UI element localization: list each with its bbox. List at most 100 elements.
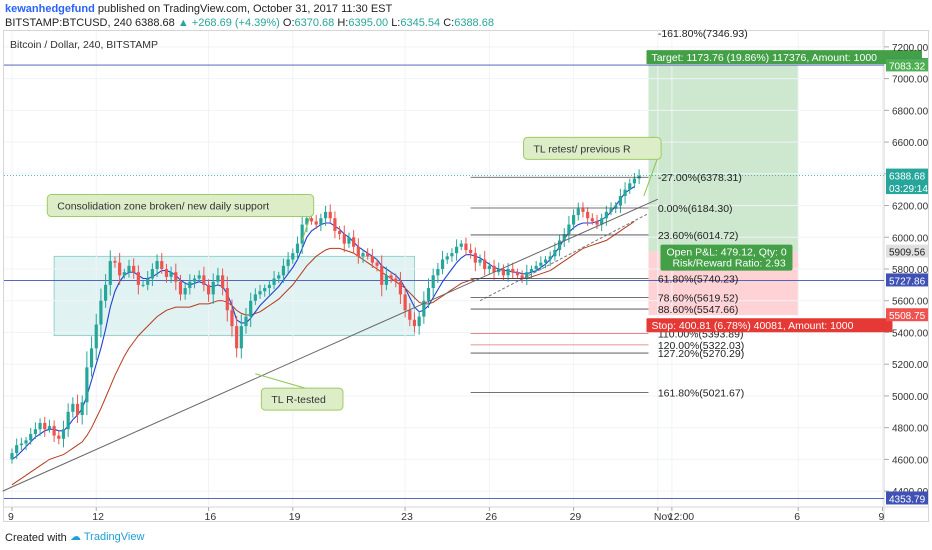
price-badge: [886, 58, 928, 72]
price-badge-label: 5727.86: [889, 276, 926, 287]
candle-body: [221, 275, 225, 289]
candle-body: [43, 422, 47, 430]
callout-text: TL retest/ previous R: [534, 143, 631, 155]
candle-body: [323, 211, 328, 219]
price-badge: [886, 168, 928, 182]
stop-label: Stop: 400.81 (6.78%) 40081, Amount: 1000: [651, 320, 853, 332]
price-tick-label: 6000.00: [892, 233, 929, 244]
footer: Created with ☁ TradingView: [0, 527, 932, 550]
candle-body: [628, 183, 632, 190]
candle-body: [511, 269, 515, 273]
candle-body: [562, 234, 566, 241]
candle-body: [164, 269, 169, 277]
candle-body: [118, 262, 122, 276]
profit-zone: [648, 65, 799, 252]
fib-level-label: 88.60%(5547.66): [658, 304, 739, 316]
risk-reward-label: Risk/Reward Ratio: 2.93: [672, 258, 785, 270]
close-label: C:: [443, 17, 455, 29]
candle-body: [239, 326, 243, 349]
candle-body: [426, 288, 431, 301]
candle-body: [356, 246, 360, 257]
candle-body: [85, 367, 89, 403]
close-value: 6388.68: [454, 17, 494, 29]
candle-body: [450, 253, 454, 257]
price-tick-label: 5200.00: [892, 360, 929, 371]
candle-body: [216, 275, 220, 282]
fib-level-label: 23.60%(6014.72): [658, 230, 739, 242]
candle-body: [455, 246, 459, 254]
candle-body: [211, 281, 215, 295]
candle-body: [384, 275, 388, 285]
fib-level-label: 78.60%(5619.52): [658, 293, 739, 305]
candle-body: [394, 278, 398, 282]
candle-body: [66, 411, 70, 430]
author-link[interactable]: kewanhedgefund: [5, 3, 95, 15]
candle-body: [380, 265, 384, 285]
candle-body: [539, 262, 543, 266]
chart-frame: [3, 30, 929, 522]
candle-body: [225, 288, 229, 311]
candle-body: [595, 221, 599, 225]
candle-body: [614, 205, 618, 209]
candle-body: [305, 218, 309, 225]
candle-body: [548, 256, 552, 260]
time-tick-label: 12:00: [668, 511, 694, 523]
price-badge-label: 7083.32: [889, 61, 926, 72]
candle-body: [431, 275, 435, 289]
candle-body: [230, 310, 234, 327]
candle-body: [347, 237, 351, 244]
last-price: 6388.68: [135, 17, 175, 29]
target-label-bg: [646, 50, 922, 65]
time-tick-label: 6: [794, 511, 800, 523]
candle-body: [263, 288, 267, 292]
high-label: H:: [337, 17, 349, 29]
candle-body: [469, 249, 473, 254]
callout-box: [523, 136, 662, 160]
open-value: 6370.68: [294, 17, 335, 29]
candle-body: [309, 218, 314, 222]
candle-body: [75, 403, 80, 415]
price-tick-label: 5400.00: [892, 328, 929, 339]
tradingview-brand: TradingView: [83, 531, 145, 543]
fib-level-label: 61.80%(5740.23): [658, 273, 739, 285]
candle-body: [314, 221, 318, 225]
fib-level-label: 0.00%(6184.30): [658, 203, 733, 215]
slow-moving-average: [11, 220, 635, 486]
candle-body: [155, 261, 159, 269]
candle-body: [249, 300, 253, 317]
fib-level-label: 120.00%(5322.03): [658, 340, 744, 352]
price-tick-label: 5800.00: [892, 265, 929, 276]
candle-body: [412, 319, 417, 327]
candle-body: [567, 224, 571, 235]
candle-body: [258, 291, 262, 295]
price-tick-label: 6600.00: [892, 138, 929, 149]
candle-body: [57, 435, 61, 439]
candle-body: [94, 324, 98, 349]
candle-body: [417, 316, 421, 327]
candle-body: [525, 272, 529, 279]
tradingview-logo[interactable]: ☁ TradingView: [70, 530, 144, 543]
price-badge: [886, 491, 928, 505]
candle-body: [281, 265, 286, 276]
price-badge-label: 6388.68: [889, 172, 926, 183]
candle-body: [338, 230, 342, 235]
price-change: ▲ +268.69 (+4.39%): [177, 17, 280, 29]
callout-text: Consolidation zone broken/ new daily sup…: [57, 201, 269, 213]
candle-body: [604, 211, 608, 219]
candle-body: [557, 240, 562, 250]
publish-line: kewanhedgefund published on TradingView.…: [5, 3, 392, 15]
open-label: O:: [282, 17, 295, 29]
candle-body: [15, 445, 19, 454]
candle-body: [440, 259, 445, 269]
candle-body: [361, 253, 365, 257]
candle-body: [146, 278, 150, 285]
fib-level-label: -27.00%(6378.31): [658, 172, 742, 184]
price-tick-label: 7200.00: [892, 43, 929, 54]
callout-box: [260, 387, 344, 411]
candle-body: [277, 275, 281, 279]
candle-body: [403, 294, 407, 311]
candle-body: [609, 208, 613, 212]
time-tick-label: 19: [289, 511, 301, 523]
candle-body: [197, 275, 201, 279]
